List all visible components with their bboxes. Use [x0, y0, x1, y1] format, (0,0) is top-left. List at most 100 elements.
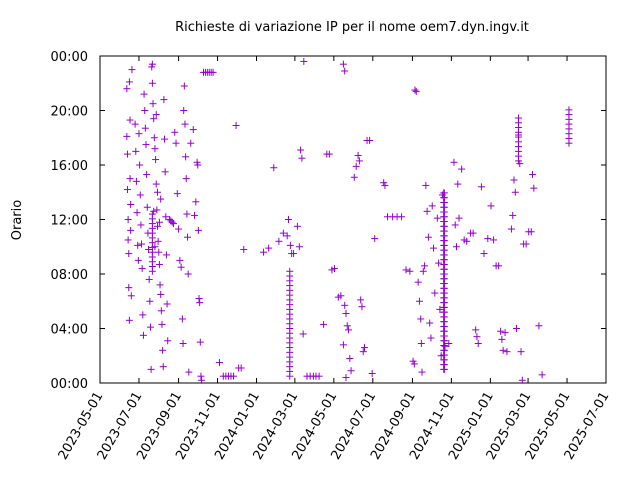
data-point [139, 331, 147, 339]
data-point [154, 222, 161, 230]
data-point [484, 235, 492, 243]
data-point [240, 245, 248, 253]
data-point [342, 310, 350, 318]
data-point [260, 248, 268, 256]
data-point [497, 327, 505, 335]
data-point [141, 107, 149, 114]
y-axis-ticks: 00:00 04:00 08:00 12:00 16:00 20:00 00:00 [51, 50, 606, 392]
data-point [187, 139, 195, 147]
data-point [527, 228, 535, 236]
data-point [431, 289, 439, 297]
data-point [237, 364, 245, 372]
data-point [160, 96, 168, 104]
data-point [172, 139, 180, 147]
data-point [350, 173, 358, 181]
y-tick-label: 12:00 [51, 214, 88, 229]
y-tick-label: 04:00 [51, 323, 88, 338]
data-point [342, 374, 350, 382]
data-point [171, 128, 179, 136]
data-point [136, 191, 144, 199]
data-point [154, 237, 162, 245]
data-point [184, 270, 192, 278]
y-tick-label: 16:00 [51, 159, 88, 174]
data-point [371, 235, 379, 243]
data-point [124, 216, 132, 223]
data-point [151, 145, 159, 153]
data-point [159, 346, 167, 354]
data-point [192, 198, 200, 206]
data-point [196, 338, 204, 346]
data-point [410, 360, 418, 368]
data-point [398, 213, 406, 221]
data-point [163, 300, 171, 308]
plot-frame [99, 55, 607, 384]
data-point [125, 78, 133, 86]
data-point [162, 213, 170, 221]
data-point [300, 57, 308, 65]
data-point [472, 326, 480, 334]
data-point [406, 267, 414, 275]
data-point [352, 162, 360, 170]
data-point [168, 218, 176, 226]
data-point [529, 171, 537, 179]
data-point [156, 281, 164, 289]
data-point [143, 171, 151, 179]
data-point [173, 190, 181, 198]
data-point [430, 244, 437, 252]
data-point [463, 237, 471, 245]
data-point [455, 214, 463, 222]
data-point [155, 248, 163, 256]
data-point [158, 320, 166, 328]
data-point [286, 267, 294, 275]
data-point [359, 348, 367, 356]
data-point [286, 241, 294, 249]
y-tick-label: 00:00 [51, 377, 88, 392]
data-point [507, 225, 515, 233]
data-point [138, 240, 146, 248]
data-point [162, 251, 170, 259]
data-point [510, 176, 518, 184]
data-point [125, 284, 133, 292]
data-point [134, 241, 142, 249]
data-point [189, 126, 197, 134]
data-point [426, 319, 434, 327]
data-point [191, 211, 199, 219]
data-point [143, 203, 151, 211]
data-point [135, 130, 143, 138]
y-tick-label: 00:00 [51, 50, 88, 65]
data-point [477, 183, 485, 191]
data-point [421, 262, 429, 270]
data-point [423, 207, 431, 215]
data-point [355, 157, 363, 165]
data-point [498, 335, 506, 343]
data-point [157, 195, 165, 203]
data-point [487, 202, 495, 210]
data-point [146, 323, 154, 331]
data-point [422, 181, 430, 189]
data-point [196, 299, 204, 307]
data-point [134, 256, 142, 264]
data-point [441, 342, 449, 350]
data-point [182, 175, 190, 183]
data-point [152, 180, 160, 188]
y-axis-label: Orario [10, 200, 25, 241]
data-point [436, 305, 444, 313]
data-point [345, 326, 353, 334]
data-point [215, 359, 223, 367]
data-point [330, 265, 338, 273]
data-point [339, 60, 347, 68]
data-point [279, 229, 287, 237]
data-point [148, 60, 156, 68]
data-point [343, 322, 351, 330]
data-point [152, 156, 160, 164]
data-point [178, 315, 186, 323]
data-point [183, 210, 191, 218]
data-point [538, 371, 546, 379]
data-point [347, 367, 355, 375]
data-point [138, 265, 146, 273]
data-point [145, 275, 153, 283]
y-tick-label: 20:00 [51, 105, 88, 120]
data-point [132, 177, 140, 185]
